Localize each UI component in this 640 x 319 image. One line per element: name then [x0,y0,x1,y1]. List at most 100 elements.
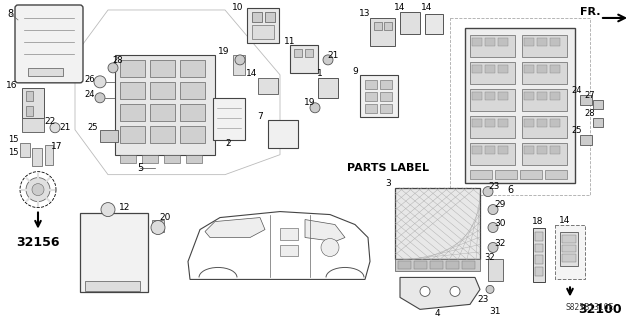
Text: 17: 17 [51,142,63,151]
Text: 12: 12 [119,203,131,212]
Bar [384,22,392,30]
Text: 19: 19 [304,98,316,107]
Bar [180,82,205,99]
Bar [550,65,560,73]
Bar [524,92,534,100]
Bar [555,225,585,279]
Text: 7: 7 [257,112,263,121]
Circle shape [420,286,430,296]
Bar [550,38,560,46]
Circle shape [235,55,245,65]
Circle shape [486,286,494,293]
Text: 24: 24 [84,90,95,99]
Bar [414,262,427,270]
Bar [150,126,175,143]
Bar [142,155,158,163]
Bar [593,118,603,127]
Bar [180,60,205,77]
Bar [252,12,262,22]
Bar [485,65,495,73]
Bar [535,243,543,252]
Text: 24: 24 [572,86,582,95]
Polygon shape [400,278,480,309]
Text: 21: 21 [327,51,339,60]
Bar [233,55,245,75]
Bar [120,126,145,143]
Text: 32: 32 [494,239,506,248]
Bar [22,118,44,132]
Bar [580,135,592,145]
Bar [186,155,202,163]
Text: 26: 26 [84,75,95,84]
Bar [265,12,275,22]
Text: 2: 2 [225,139,231,148]
Circle shape [101,203,115,217]
Bar [252,25,274,39]
Text: 14: 14 [246,69,258,78]
Bar [524,38,534,46]
Bar [535,232,543,241]
Text: 25: 25 [88,123,99,132]
Bar [524,119,534,127]
Circle shape [310,103,320,113]
Circle shape [95,93,105,103]
Bar [550,119,560,127]
Bar [498,92,508,100]
Text: PARTS LABEL: PARTS LABEL [347,163,429,173]
Text: 21: 21 [60,123,70,132]
Bar [472,92,482,100]
Text: 8: 8 [7,9,13,19]
Bar [150,82,175,99]
Bar [537,65,547,73]
Bar [100,130,118,142]
Bar [370,18,395,46]
Text: 10: 10 [232,4,244,12]
Bar [580,95,592,105]
Bar [465,28,575,182]
Bar [470,143,515,165]
Bar [485,146,495,154]
Bar [20,143,30,157]
Text: 3: 3 [385,179,391,188]
Bar [537,119,547,127]
Text: 18: 18 [532,217,544,226]
Bar [522,35,567,57]
Text: 13: 13 [359,10,371,19]
Bar [22,88,44,118]
Polygon shape [205,218,265,238]
Bar [26,106,33,116]
Bar [545,170,567,179]
Bar [472,119,482,127]
Bar [562,234,576,242]
Circle shape [483,187,493,197]
Bar [395,188,480,259]
Bar [290,45,318,73]
Circle shape [450,286,460,296]
Bar [120,60,145,77]
Bar [488,259,503,281]
Bar [26,91,33,101]
Bar [472,65,482,73]
Bar [470,116,515,138]
Text: 4: 4 [434,309,440,318]
Bar [562,244,576,252]
Bar [150,104,175,121]
Bar [380,104,392,113]
Bar [533,227,545,282]
Text: 20: 20 [159,213,171,222]
Bar [470,170,492,179]
Bar [247,8,279,43]
Bar [360,75,398,117]
Text: 16: 16 [6,81,18,90]
Text: 23: 23 [477,295,489,304]
Bar [470,35,515,57]
Bar [522,62,567,84]
Bar [180,104,205,121]
Bar [280,227,298,240]
Circle shape [321,239,339,256]
Text: 9: 9 [352,67,358,76]
Bar [485,119,495,127]
Bar [374,22,382,30]
Bar [524,146,534,154]
Bar [472,146,482,154]
